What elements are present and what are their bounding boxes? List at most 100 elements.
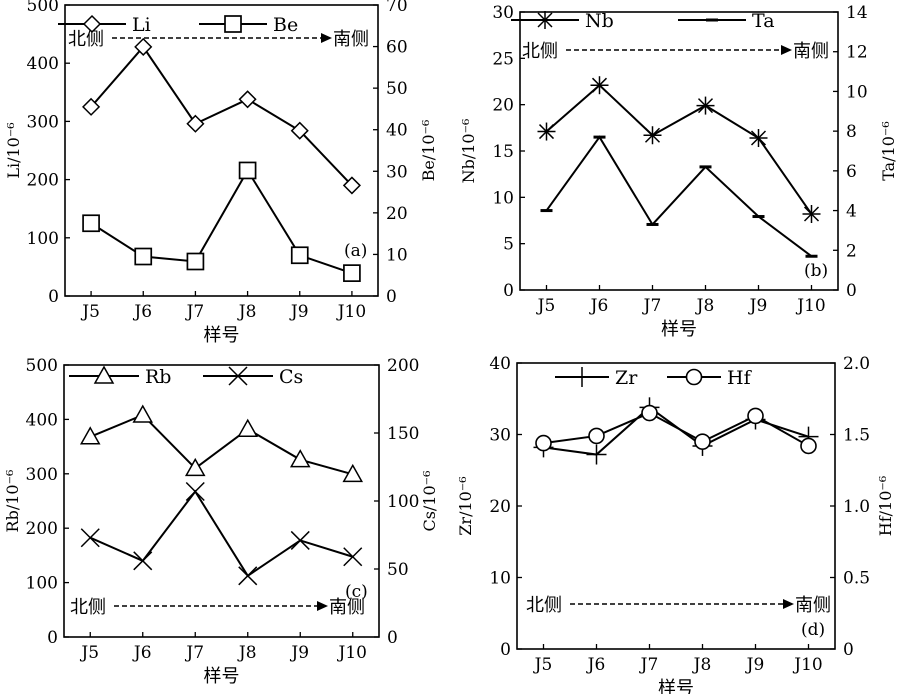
left-tick-label: 20 bbox=[492, 96, 514, 116]
left-tick-label: 30 bbox=[489, 426, 511, 446]
right-tick-label: 30 bbox=[386, 162, 408, 182]
series-line-Rb bbox=[89, 413, 354, 476]
legend-label: Ta bbox=[752, 10, 775, 32]
legend-marker bbox=[224, 15, 242, 33]
data-point-Be bbox=[343, 264, 361, 282]
panel-label: (b) bbox=[804, 261, 828, 281]
data-point-Rb bbox=[342, 463, 364, 483]
right-tick-label: 1.5 bbox=[843, 426, 870, 446]
right-tick-label: 14 bbox=[846, 3, 868, 23]
legend-item-Cs: Cs bbox=[203, 366, 303, 388]
x-tick-label: J6 bbox=[586, 655, 606, 675]
y-axis-title-right: Be/10⁻⁶ bbox=[419, 120, 438, 182]
x-tick-label: J5 bbox=[533, 655, 553, 675]
right-tick-label: 70 bbox=[386, 0, 408, 16]
right-tick-label: 4 bbox=[846, 202, 857, 222]
right-tick-label: 0 bbox=[387, 628, 398, 648]
y-axis-title-left: Rb/10⁻⁶ bbox=[3, 470, 22, 533]
x-tick-label: J9 bbox=[289, 643, 309, 663]
data-point-Rb bbox=[184, 457, 206, 477]
legend-label: Rb bbox=[145, 366, 171, 388]
left-tick-label: 400 bbox=[26, 410, 58, 430]
legend-item-Rb: Rb bbox=[69, 365, 171, 388]
direction-to-label: 南侧 bbox=[329, 597, 365, 618]
plot-frame bbox=[519, 11, 839, 291]
left-tick-label: 100 bbox=[26, 574, 58, 594]
data-point-Hf bbox=[588, 427, 605, 445]
legend-item-Hf: Hf bbox=[667, 367, 753, 389]
y-axis-title-left: Nb/10⁻⁶ bbox=[459, 119, 478, 184]
right-tick-label: 0.5 bbox=[843, 569, 870, 589]
left-tick-label: 15 bbox=[492, 142, 514, 162]
right-tick-label: 100 bbox=[387, 492, 419, 512]
plot-frame bbox=[64, 4, 379, 297]
data-point-Nb bbox=[696, 96, 715, 115]
left-tick-label: 100 bbox=[27, 229, 59, 249]
direction-indicator: 北侧 南侧 bbox=[70, 597, 365, 618]
data-point-Cs bbox=[133, 551, 153, 571]
direction-arrow-head bbox=[321, 33, 332, 43]
x-tick-label: J10 bbox=[337, 643, 367, 663]
data-point-Be bbox=[290, 246, 309, 265]
left-tick-label: 20 bbox=[489, 497, 511, 517]
legend-marker bbox=[572, 367, 592, 387]
data-point-Cs bbox=[343, 547, 363, 567]
y-axis-title-right: Ta/10⁻⁶ bbox=[879, 121, 898, 181]
left-tick-label: 0 bbox=[47, 628, 58, 648]
data-point-Rb bbox=[132, 404, 154, 423]
legend-label: Nb bbox=[585, 10, 614, 32]
y-axis-title-right: Cs/10⁻⁶ bbox=[420, 470, 439, 531]
series-Hf bbox=[535, 404, 817, 455]
right-tick-label: 8 bbox=[846, 122, 857, 142]
data-point-Cs bbox=[238, 566, 258, 586]
data-point-Hf bbox=[694, 433, 711, 450]
legend-marker bbox=[228, 366, 248, 386]
data-point-Li bbox=[342, 176, 361, 195]
direction-indicator: 北侧 南侧 bbox=[522, 41, 829, 62]
left-tick-label: 0 bbox=[503, 281, 514, 301]
x-axis-title: 样号 bbox=[204, 666, 240, 687]
series-Zr bbox=[533, 397, 819, 465]
series-line-Cs bbox=[89, 489, 354, 578]
direction-arrow-head bbox=[317, 601, 328, 611]
chart-panel-d: 0 10 20 30 40 0 0.5 1.0 1.5 2.0 J5 J6 J7 J8 J9 J10 样号 Zr/… bbox=[456, 354, 895, 694]
chart-panel-a: 0 100 200 300 400 500 0 10 20 30 40 50 60 70 J5 J6 J7 J8 J… bbox=[4, 0, 438, 346]
series-Li bbox=[82, 37, 361, 195]
legend-label: Be bbox=[273, 14, 298, 36]
left-tick-label: 500 bbox=[27, 0, 59, 16]
x-axis-title: 样号 bbox=[658, 678, 694, 694]
right-tick-label: 0 bbox=[386, 287, 397, 307]
series-line-Li bbox=[90, 45, 353, 187]
right-tick-label: 12 bbox=[846, 43, 868, 63]
legend-item-Zr: Zr bbox=[555, 367, 638, 389]
series-Nb bbox=[537, 76, 821, 224]
right-tick-label: 40 bbox=[386, 121, 408, 141]
panel-label: (d) bbox=[801, 620, 825, 640]
data-point-Li bbox=[134, 37, 153, 56]
y-axis-title-left: Zr/10⁻⁶ bbox=[456, 476, 475, 535]
x-tick-label: J10 bbox=[795, 296, 825, 316]
data-point-Li bbox=[238, 90, 257, 109]
data-point-Li bbox=[82, 97, 101, 116]
data-point-Be bbox=[238, 161, 257, 180]
x-tick-label: J8 bbox=[237, 643, 257, 663]
series-Rb bbox=[79, 404, 364, 483]
x-axis-title: 样号 bbox=[204, 325, 240, 346]
data-point-Li bbox=[186, 114, 205, 133]
x-tick-label: J9 bbox=[745, 655, 765, 675]
data-point-Rb bbox=[79, 426, 101, 445]
x-axis-title: 样号 bbox=[661, 319, 697, 340]
x-tick-label: J9 bbox=[289, 302, 309, 322]
direction-indicator: 北侧 南侧 bbox=[68, 29, 369, 50]
direction-from-label: 北侧 bbox=[70, 597, 106, 618]
right-tick-label: 20 bbox=[386, 204, 408, 224]
left-tick-label: 300 bbox=[27, 112, 59, 132]
direction-from-label: 北侧 bbox=[522, 41, 558, 62]
y-axis-title-right: Hf/10⁻⁶ bbox=[876, 476, 895, 536]
legend-label: Hf bbox=[727, 367, 753, 389]
x-tick-label: J6 bbox=[589, 296, 609, 316]
direction-arrow-head bbox=[783, 599, 794, 609]
panel-label: (c) bbox=[345, 582, 368, 602]
left-tick-label: 10 bbox=[489, 569, 511, 589]
